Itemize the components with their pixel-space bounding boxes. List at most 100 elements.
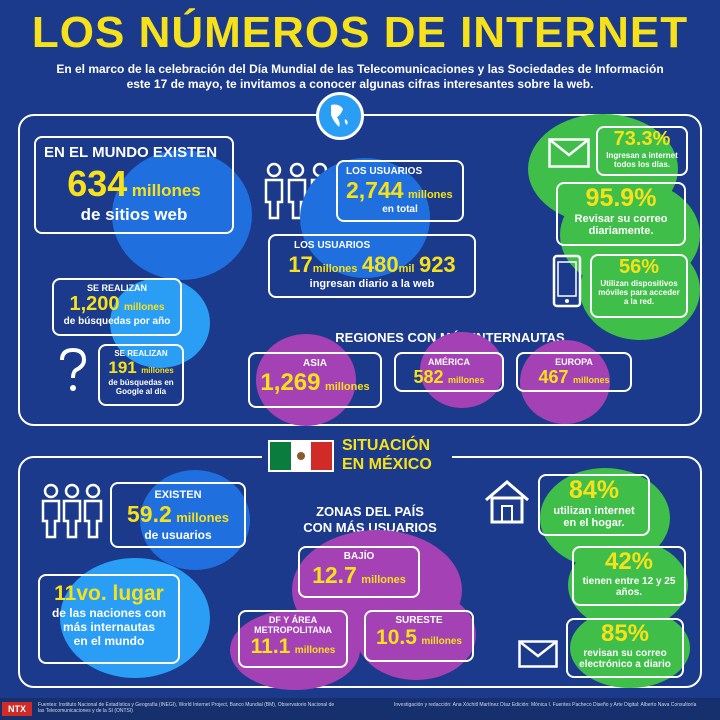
mexico-stat2-label-1: tienen entre 12 y 25: [582, 576, 676, 587]
mexico-stat3-label-2: electrónico a diario: [579, 659, 671, 670]
region-box-europe: EUROPA 467 millones: [516, 352, 632, 392]
daily-unit-1: millones: [312, 263, 358, 275]
mexico-rank-label-3: en el mundo: [73, 634, 145, 648]
users-total-unit: millones: [408, 189, 453, 201]
mexico-stat3-value: 85%: [600, 620, 650, 647]
mexico-stat1-box: 84% utilizan internet en el hogar.: [538, 474, 650, 536]
region-name-europe: EUROPA: [555, 357, 593, 367]
stat3-box: 56% Utilizan dispositivos móviles para a…: [590, 254, 688, 318]
mexico-rank-value: 11vo. lugar: [54, 582, 164, 605]
searches-box: SE REALIZAN 1,200 millones de búsquedas …: [52, 278, 182, 336]
mexico-heading: SITUACIÓN EN MÉXICO: [342, 436, 432, 474]
searches-unit: millones: [123, 302, 165, 313]
mexico-users-unit: millones: [176, 510, 229, 525]
mexico-rank-label-2: más internautas: [62, 620, 156, 634]
daily-number-1: 17: [288, 252, 313, 277]
zone-value-bajio: 12.7: [312, 562, 357, 588]
region-box-asia: ASIA 1,269 millones: [248, 352, 382, 408]
mexico-stat2-box: 42% tienen entre 12 y 25 años.: [572, 546, 686, 606]
searches-label: de búsquedas por año: [63, 316, 171, 327]
footer: NTX Fuentes: Instituto Nacional de Estad…: [0, 698, 720, 720]
region-unit-asia: millones: [324, 381, 370, 393]
zones-heading: ZONAS DEL PAÍS CON MÁS USUARIOS: [270, 504, 470, 536]
region-name-america: AMÉRICA: [428, 357, 470, 367]
stat1-label-2: todos los días.: [613, 160, 670, 169]
mexico-flag-icon: [268, 440, 334, 472]
stat1-label-1: Ingresan a internet: [606, 151, 678, 160]
globe-icon: [316, 92, 364, 140]
mexico-stat2-label-2: años.: [615, 587, 643, 598]
zone-box-sureste: SURESTE 10.5 millones: [364, 610, 474, 662]
searches-number: 1,200: [69, 293, 120, 315]
mexico-heading-line-2: EN MÉXICO: [342, 456, 432, 473]
mexico-users-heading: EXISTEN: [154, 489, 202, 501]
mexico-stat-circle-3: [570, 608, 690, 688]
region-unit-america: millones: [447, 375, 485, 385]
sites-box: EN EL MUNDO EXISTEN 634 millones de siti…: [34, 136, 234, 234]
zone-unit-sureste: millones: [421, 636, 462, 647]
mexico-users-number: 59.2: [127, 501, 172, 527]
daily-number-3: 923: [418, 252, 456, 277]
stat3-value: 56%: [618, 256, 660, 278]
mexico-rank-circle: [60, 558, 210, 678]
zone-circle-df: [230, 610, 360, 690]
region-circle-asia: [256, 334, 356, 426]
google-heading: SE REALIZAN: [114, 349, 168, 358]
zone-box-bajio: BAJÍO 12.7 millones: [298, 546, 420, 598]
subtitle-line-2: este 17 de mayo, te invitamos a conocer …: [126, 77, 594, 91]
page-subtitle: En el marco de la celebración del Día Mu…: [40, 62, 680, 92]
mexico-users-circle: [140, 470, 250, 570]
region-unit-europe: millones: [572, 375, 610, 385]
region-name-asia: ASIA: [303, 358, 327, 369]
region-circle-europe: [520, 340, 610, 424]
mexico-header: SITUACIÓN EN MÉXICO: [262, 434, 452, 478]
sites-unit: millones: [131, 181, 201, 200]
region-circle-america: [420, 332, 504, 408]
mobile-icon: [552, 254, 582, 308]
stat2-label-1: Revisar su correo: [574, 213, 668, 225]
users-total-label: en total: [382, 204, 418, 215]
daily-number-2: 480: [361, 252, 399, 277]
stat2-value: 95.9%: [585, 184, 657, 212]
zone-name-df: DF Y ÁREA METROPOLITANA: [254, 615, 332, 635]
users-total-box: LOS USUARIOS 2,744 millones en total: [336, 160, 464, 222]
sites-heading: EN EL MUNDO EXISTEN: [44, 144, 218, 161]
page-title: LOS NÚMEROS DE INTERNET: [31, 8, 689, 57]
daily-users-box: LOS USUARIOS 17millones 480mil 923 ingre…: [268, 234, 476, 298]
subtitle-line-1: En el marco de la celebración del Día Mu…: [56, 62, 664, 76]
daily-users-heading: LOS USUARIOS: [294, 240, 371, 251]
users-total-heading: LOS USUARIOS: [346, 166, 423, 177]
zone-name-bajio: BAJÍO: [343, 551, 375, 562]
mexico-stat3-label-1: revisan su correo: [583, 648, 667, 659]
footer-credits: Investigación y redacción: Ana Xóchitl M…: [394, 702, 697, 708]
daily-users-label: ingresan diario a la web: [309, 278, 435, 290]
mexico-rank-box: 11vo. lugar de las naciones con más inte…: [38, 574, 180, 664]
zone-unit-bajio: millones: [361, 574, 406, 586]
google-label-1: de búsquedas en: [108, 378, 174, 387]
mexico-people-icon: [40, 482, 104, 540]
region-box-america: AMÉRICA 582 millones: [394, 352, 504, 392]
google-label-2: Google al día: [115, 387, 167, 396]
users-total-number: 2,744: [346, 177, 404, 203]
searches-heading: SE REALIZAN: [86, 283, 147, 293]
google-unit: millones: [141, 366, 174, 375]
sites-label: de sitios web: [80, 205, 188, 224]
mexico-users-box: EXISTEN 59.2 millones de usuarios: [110, 482, 246, 548]
mexico-heading-line-1: SITUACIÓN: [342, 437, 430, 454]
mexico-stat3-box: 85% revisan su correo electrónico a diar…: [566, 618, 684, 678]
mexico-stat1-label-2: en el hogar.: [563, 517, 625, 529]
footer-sources: Fuentes: Instituto Nacional de Estadísti…: [38, 702, 335, 714]
mail-icon: [548, 138, 590, 168]
sites-circle: [112, 150, 252, 280]
stat1-box: 73.3% Ingresan a internet todos los días…: [596, 126, 688, 176]
google-number: 191: [108, 358, 137, 377]
mexico-users-label: de usuarios: [144, 528, 212, 542]
stat2-label-2: diariamente.: [588, 225, 654, 237]
mexico-stat1-value: 84%: [568, 476, 620, 504]
zone-circle-sureste: [356, 590, 476, 680]
zone-unit-df: millones: [294, 645, 336, 656]
mexico-mail-icon: [518, 640, 558, 668]
region-value-america: 582: [413, 367, 444, 387]
zone-box-df: DF Y ÁREA METROPOLITANA 11.1 millones: [238, 610, 348, 668]
google-box: SE REALIZAN 191 millones de búsquedas en…: [98, 344, 184, 406]
